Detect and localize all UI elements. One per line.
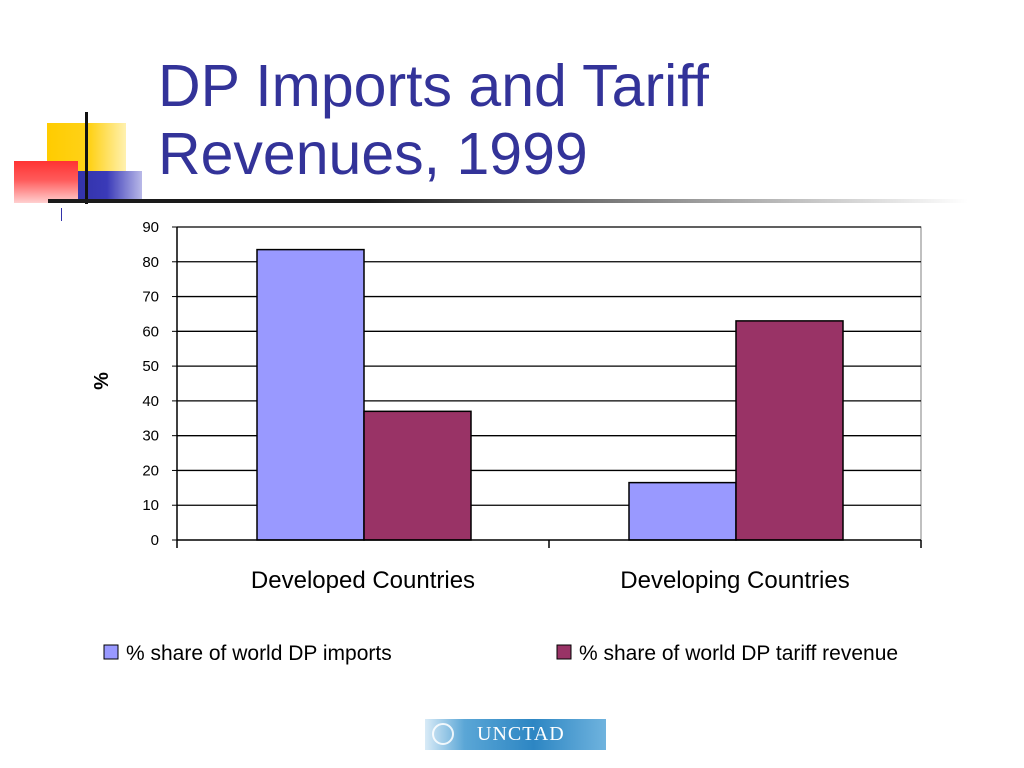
x-tick-label-0: Developed Countries: [251, 567, 475, 594]
decor-small-tick: [61, 208, 62, 221]
slide-title-line2: Revenues, 1999: [158, 121, 588, 187]
y-tick-label-0: 0: [151, 532, 159, 549]
y-axis-label: %: [91, 372, 113, 390]
y-tick-label-20: 20: [142, 462, 159, 479]
bar-1-1: [735, 320, 844, 541]
y-tick-label-10: 10: [142, 497, 159, 514]
y-tick-label-90: 90: [142, 219, 159, 236]
y-tick-label-50: 50: [142, 358, 159, 375]
un-emblem-icon: [432, 723, 454, 745]
y-tick-label-70: 70: [142, 289, 159, 306]
bars: [256, 248, 844, 541]
legend: % share of world DP imports % share of wo…: [103, 642, 898, 665]
slide-title-line1: DP Imports and Tariff: [158, 53, 709, 119]
y-tick-labels: 0 10 20 30 40 50 60 70 80 90: [142, 219, 159, 549]
bar-0-1: [363, 410, 472, 541]
y-tick-label-60: 60: [142, 323, 159, 340]
y-tick-label-30: 30: [142, 428, 159, 445]
decor-vertical-line: [85, 112, 88, 204]
y-tick-label-40: 40: [142, 393, 159, 410]
legend-label-0: % share of world DP imports: [126, 642, 392, 665]
legend-swatch-1: [556, 644, 572, 660]
x-tick-label-1: Developing Countries: [620, 567, 849, 594]
logo-text: UNCTAD: [477, 723, 565, 745]
legend-swatch-0: [103, 644, 119, 660]
decor-red-square: [14, 161, 78, 203]
unctad-logo: UNCTAD: [425, 719, 606, 750]
decor-blue-bar: [78, 171, 142, 201]
legend-label-1: % share of world DP tariff revenue: [579, 642, 898, 665]
slide-title: DP Imports and Tariff Revenues, 1999: [158, 52, 709, 188]
bar-0-0: [256, 248, 365, 541]
x-tick-labels: Developed Countries Developing Countries: [251, 567, 850, 594]
axes: [172, 226, 922, 548]
title-underline: [48, 199, 968, 203]
bar-1-0: [628, 481, 737, 541]
y-tick-label-80: 80: [142, 254, 159, 271]
